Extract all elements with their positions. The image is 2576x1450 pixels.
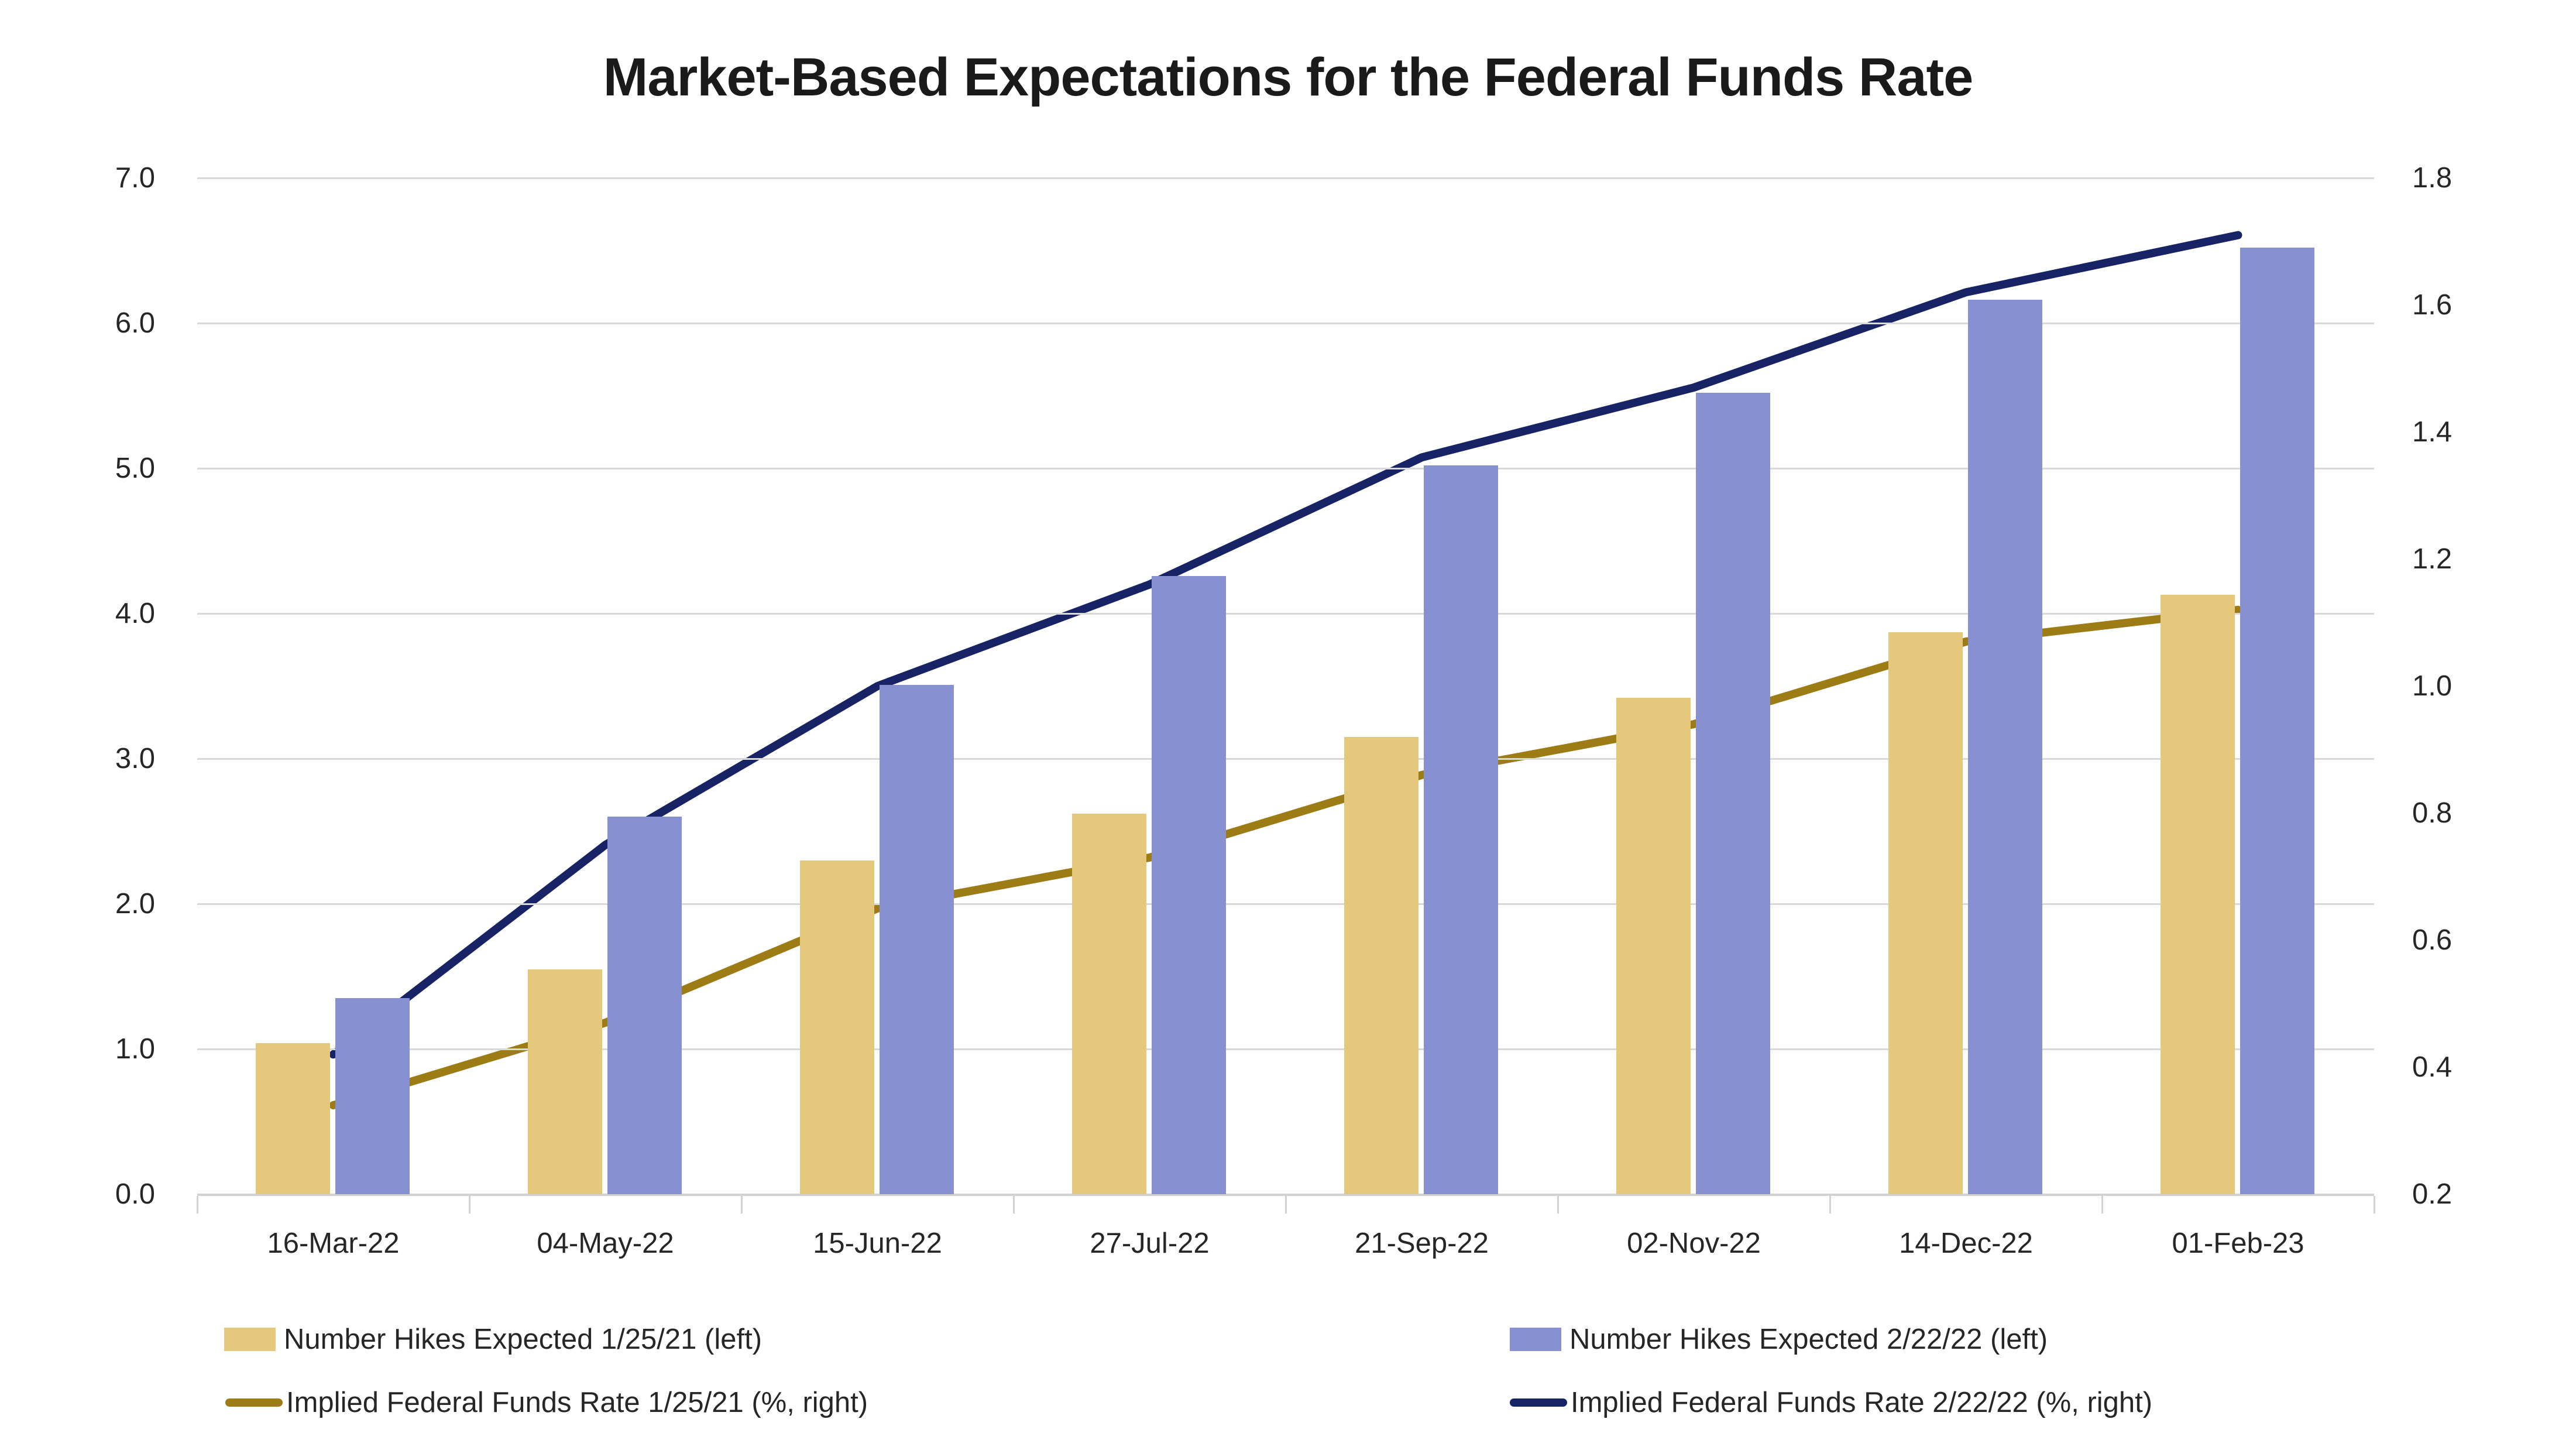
legend-label: Implied Federal Funds Rate 1/25/21 (%, r… (286, 1387, 868, 1418)
gridline (197, 1048, 2374, 1050)
gridline (197, 323, 2374, 324)
y-axis-label-left: 1.0 (115, 1033, 155, 1065)
legend-swatch-navy-line (1510, 1398, 1567, 1407)
bar-hikes-expected-2-22-22 (1423, 465, 1498, 1194)
x-axis-tick (1557, 1196, 1559, 1214)
y-axis-label-left: 7.0 (115, 162, 155, 194)
x-axis-label: 14-Dec-22 (1899, 1228, 2033, 1259)
x-axis-tick (1013, 1196, 1015, 1214)
legend-item-hikes-2-22-22: Number Hikes Expected 2/22/22 (left) (1510, 1321, 2048, 1358)
y-axis-label-left: 6.0 (115, 307, 155, 339)
bar-hikes-expected-1-25-21 (1888, 632, 1963, 1194)
x-axis-label: 15-Jun-22 (813, 1228, 942, 1259)
y-axis-label-left: 0.0 (115, 1178, 155, 1210)
gridline (197, 177, 2374, 179)
legend-item-implied-rate-2-22-22: Implied Federal Funds Rate 2/22/22 (%, r… (1510, 1384, 2152, 1421)
bar-hikes-expected-2-22-22 (879, 685, 954, 1194)
bar-hikes-expected-2-22-22 (1695, 393, 1770, 1194)
y-axis-label-right: 0.6 (2412, 924, 2453, 956)
legend-label: Number Hikes Expected 1/25/21 (left) (284, 1324, 763, 1355)
y-axis-label-left: 5.0 (115, 453, 155, 484)
legend-label: Implied Federal Funds Rate 2/22/22 (%, r… (1571, 1387, 2153, 1418)
bar-hikes-expected-2-22-22 (1967, 300, 2042, 1194)
legend-label: Number Hikes Expected 2/22/22 (left) (1569, 1324, 2048, 1355)
x-axis-label: 02-Nov-22 (1627, 1228, 1761, 1259)
legend-swatch-yellow-bar (224, 1328, 276, 1351)
bar-hikes-expected-1-25-21 (2160, 595, 2235, 1194)
x-axis-line (197, 1194, 2374, 1196)
bar-hikes-expected-1-25-21 (1071, 814, 1146, 1194)
x-axis-label: 16-Mar-22 (267, 1228, 400, 1259)
y-axis-label-right: 1.0 (2412, 670, 2453, 702)
y-axis-label-right: 1.8 (2412, 162, 2453, 194)
y-axis-label-right: 1.4 (2412, 416, 2453, 448)
y-axis-label-right: 0.8 (2412, 797, 2453, 829)
bar-hikes-expected-2-22-22 (1151, 576, 1226, 1194)
y-axis-label-right: 1.6 (2412, 289, 2453, 321)
gridline (197, 903, 2374, 905)
legend-item-hikes-1-25-21: Number Hikes Expected 1/25/21 (left) (224, 1321, 762, 1358)
bar-hikes-expected-1-25-21 (255, 1043, 330, 1194)
x-axis-tick (2374, 1196, 2375, 1214)
x-axis-tick (469, 1196, 470, 1214)
gridline (197, 613, 2374, 615)
x-axis-tick (741, 1196, 743, 1214)
y-axis-label-left: 4.0 (115, 598, 155, 629)
y-axis-label-right: 1.2 (2412, 543, 2453, 575)
x-axis-label: 04-May-22 (537, 1228, 674, 1259)
legend-swatch-gold-line (225, 1398, 283, 1407)
y-axis-label-right: 0.4 (2412, 1051, 2453, 1083)
chart-title: Market-Based Expectations for the Federa… (603, 47, 1974, 107)
x-axis-label: 21-Sep-22 (1355, 1228, 1489, 1259)
bar-hikes-expected-2-22-22 (607, 817, 682, 1194)
gridline (197, 468, 2374, 469)
bar-hikes-expected-1-25-21 (527, 969, 602, 1194)
legend-swatch-purple-bar (1510, 1328, 1561, 1351)
gridline (197, 758, 2374, 760)
y-axis-label-left: 3.0 (115, 743, 155, 774)
x-axis-tick (1285, 1196, 1287, 1214)
bar-hikes-expected-1-25-21 (1616, 698, 1691, 1194)
bar-hikes-expected-1-25-21 (799, 861, 874, 1194)
x-axis-label: 01-Feb-23 (2172, 1228, 2304, 1259)
bar-hikes-expected-2-22-22 (2240, 248, 2314, 1194)
y-axis-label-right: 0.2 (2412, 1178, 2453, 1210)
y-axis-label-left: 2.0 (115, 888, 155, 920)
bar-hikes-expected-2-22-22 (335, 998, 410, 1194)
x-axis-tick (2101, 1196, 2103, 1214)
bar-hikes-expected-1-25-21 (1344, 737, 1418, 1194)
x-axis-tick (1829, 1196, 1831, 1214)
x-axis-tick (197, 1196, 198, 1214)
legend-item-implied-rate-1-25-21: Implied Federal Funds Rate 1/25/21 (%, r… (225, 1384, 868, 1421)
x-axis-label: 27-Jul-22 (1090, 1228, 1210, 1259)
